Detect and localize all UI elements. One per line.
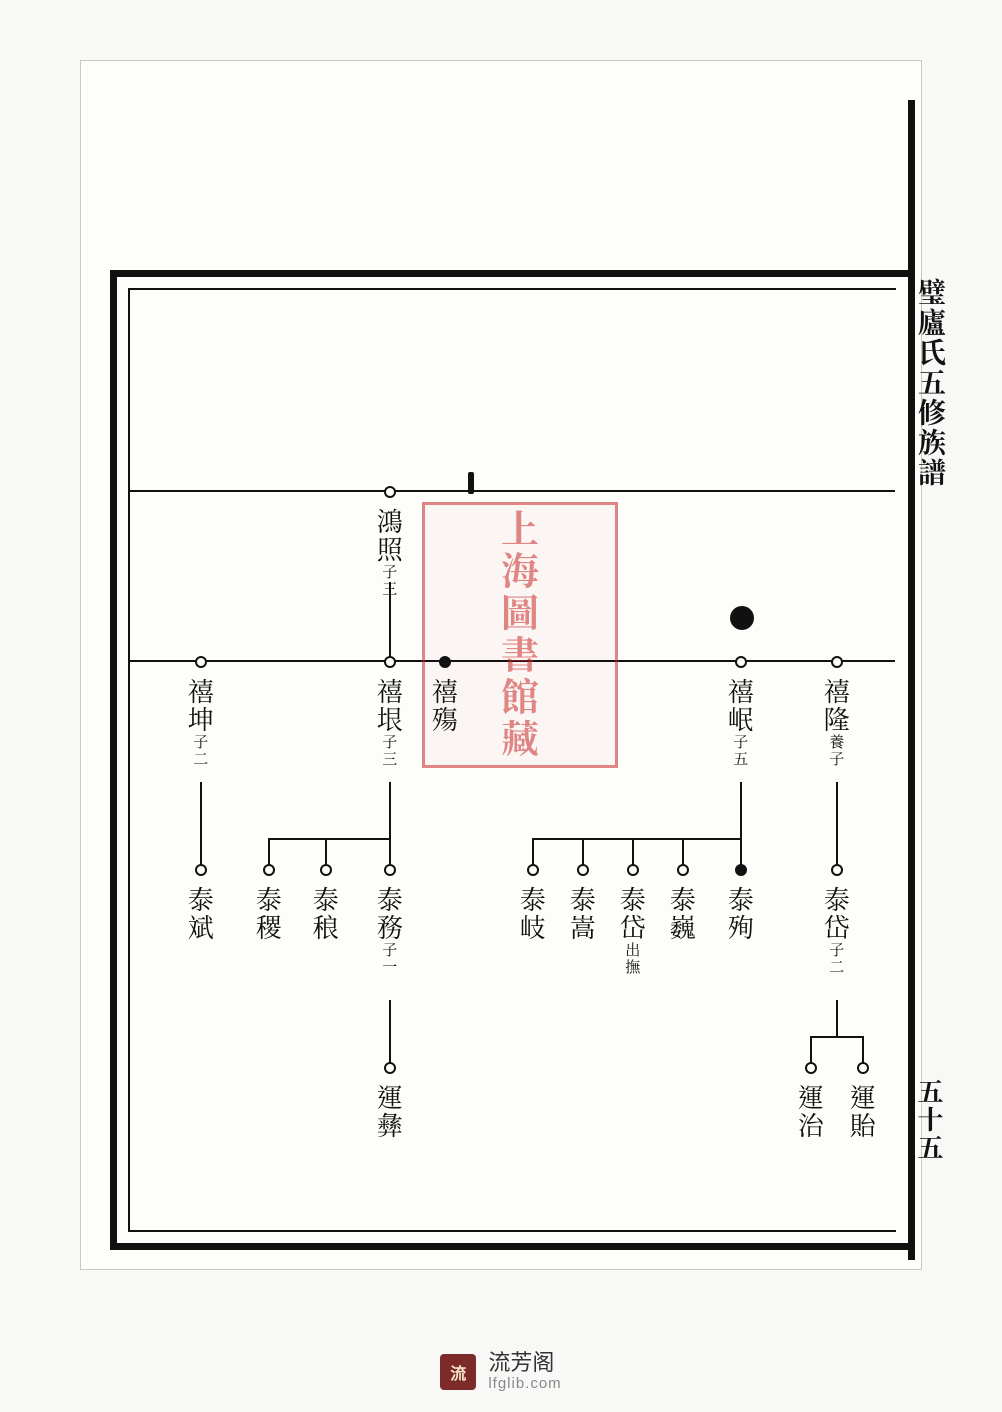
tree-terminal [384, 656, 396, 668]
tree-node-name: 泰岱 [614, 886, 651, 942]
footer-url: lfglib.com [488, 1376, 561, 1393]
tree-hline [268, 838, 391, 840]
tree-vline [268, 838, 270, 866]
tree-terminal [857, 1062, 869, 1074]
tree-node-name: 禧岷 [722, 678, 759, 734]
tree-terminal [384, 1062, 396, 1074]
tree-node-label: 泰務子一 [376, 886, 403, 976]
tree-terminal [735, 656, 747, 668]
tree-node-name: 泰岱 [818, 886, 855, 942]
tree-node-name: 泰岐 [514, 886, 551, 942]
tree-node-name: 泰殉 [722, 886, 759, 942]
row-line [130, 490, 895, 492]
ink-blot [730, 606, 754, 630]
tree-terminal [627, 864, 639, 876]
tree-node-name: 泰務 [371, 886, 408, 942]
tree-node-label: 鴻照子三 [376, 508, 403, 598]
tree-hline [810, 1036, 864, 1038]
tree-terminal [831, 864, 843, 876]
tree-node-label: 泰嵩 [569, 886, 596, 942]
tree-node-name: 鴻照 [371, 508, 408, 564]
tree-node-name: 禧殤 [426, 678, 463, 734]
tree-node-label: 禧殤 [431, 678, 458, 734]
tree-node-name: 泰嵩 [564, 886, 601, 942]
book-margin-title-bottom: 五十五 [912, 1078, 949, 1162]
book-margin-title-top: 璧廬氏五修族譜 [912, 278, 952, 488]
ink-tick [468, 472, 474, 494]
tree-node-name: 禧坤 [182, 678, 219, 734]
tree-node-label: 泰岱子二 [823, 886, 850, 976]
tree-terminal [439, 656, 451, 668]
tree-node-name: 運貽 [844, 1084, 881, 1140]
page-root: 璧廬氏五修族譜 五十五 上海圖書館藏 鴻照子三禧隆養子禧岷子五禧殤禧垠子三禧坤子… [0, 0, 1002, 1412]
footer-watermark: 流 流芳阁 lfglib.com [0, 1351, 1002, 1392]
tree-vline [836, 1000, 838, 1036]
tree-node-name: 運治 [792, 1084, 829, 1140]
tree-terminal [805, 1062, 817, 1074]
tree-node-label: 運治 [797, 1084, 824, 1140]
tree-vline [389, 1000, 391, 1064]
tree-node-sub: 子三 [379, 564, 400, 598]
tree-terminal [195, 656, 207, 668]
tree-vline [632, 838, 634, 866]
tree-terminal [677, 864, 689, 876]
tree-vline [810, 1036, 812, 1064]
tree-node-name: 泰巍 [664, 886, 701, 942]
tree-vline [532, 838, 534, 866]
tree-node-sub: 子五 [730, 734, 751, 768]
tree-vline [836, 782, 838, 866]
tree-vline [682, 838, 684, 866]
tree-node-label: 泰岐 [519, 886, 546, 942]
tree-vline [740, 838, 742, 866]
tree-node-label: 禧隆養子 [823, 678, 850, 768]
tree-terminal [384, 864, 396, 876]
tree-vline [862, 1036, 864, 1064]
tree-node-name: 運彝 [371, 1084, 408, 1140]
tree-node-sub: 子二 [190, 734, 211, 768]
tree-vline [582, 838, 584, 866]
tree-node-sub: 出撫 [622, 942, 643, 976]
tree-vline [200, 782, 202, 866]
tree-node-name: 泰稂 [307, 886, 344, 942]
tree-node-label: 禧坤子二 [187, 678, 214, 768]
tree-vline [389, 782, 391, 838]
tree-node-sub: 養子 [826, 734, 847, 768]
tree-vline [325, 838, 327, 866]
tree-node-label: 禧岷子五 [727, 678, 754, 768]
tree-node-sub: 子一 [379, 942, 400, 976]
tree-terminal [384, 486, 396, 498]
tree-node-sub: 子三 [379, 734, 400, 768]
tree-terminal [527, 864, 539, 876]
tree-terminal [577, 864, 589, 876]
tree-node-label: 泰稂 [312, 886, 339, 942]
tree-node-label: 禧垠子三 [376, 678, 403, 768]
tree-node-label: 泰巍 [669, 886, 696, 942]
tree-terminal [195, 864, 207, 876]
footer-logo: 流 [440, 1354, 476, 1390]
tree-terminal [263, 864, 275, 876]
footer-logo-char: 流 [450, 1360, 466, 1384]
tree-node-label: 泰斌 [187, 886, 214, 942]
tree-terminal [735, 864, 747, 876]
tree-node-name: 泰稷 [250, 886, 287, 942]
tree-node-name: 禧隆 [818, 678, 855, 734]
tree-node-label: 運彝 [376, 1084, 403, 1140]
footer-text: 流芳阁 lfglib.com [488, 1351, 561, 1392]
tree-terminal [320, 864, 332, 876]
tree-vline [389, 838, 391, 866]
tree-node-label: 運貽 [849, 1084, 876, 1140]
tree-node-name: 泰斌 [182, 886, 219, 942]
tree-vline [740, 782, 742, 838]
tree-node-label: 泰殉 [727, 886, 754, 942]
tree-terminal [831, 656, 843, 668]
tree-node-label: 泰岱出撫 [619, 886, 646, 976]
tree-node-sub: 子二 [826, 942, 847, 976]
tree-hline [532, 838, 742, 840]
tree-node-label: 泰稷 [255, 886, 282, 942]
tree-node-name: 禧垠 [371, 678, 408, 734]
footer-name: 流芳阁 [488, 1351, 561, 1375]
